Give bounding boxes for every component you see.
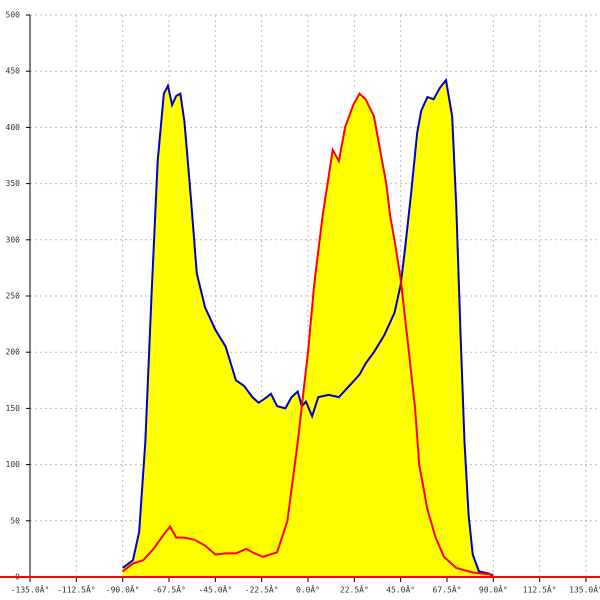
x-tick-label: -22.5Â° [245, 584, 279, 595]
x-tick-label: -90.0Â° [106, 584, 140, 595]
y-tick-label: 150 [6, 404, 21, 413]
line [122, 77, 494, 578]
x-tick-label: 67.5Â° [433, 584, 462, 595]
x-tick-label: 135.0Â° [569, 584, 600, 595]
y-tick-label: 400 [6, 123, 21, 132]
x-tick-label: -45.0Â° [198, 584, 232, 595]
x-tick-label: 90.0Â° [479, 584, 508, 595]
x-tick-label: -67.5Â° [152, 584, 186, 595]
x-tick-label: 22.5Â° [340, 584, 369, 595]
area [122, 93, 494, 578]
y-tick-label: 100 [6, 460, 21, 469]
y-tick-label: 450 [6, 67, 21, 76]
y-tick-label: 200 [6, 348, 21, 357]
x-tick-label: -112.5Â° [57, 584, 96, 595]
y-tick-label: 50 [10, 516, 20, 525]
y-tick-label: 500 [6, 11, 21, 20]
y-tick-label: 300 [6, 235, 21, 244]
y-tick-label: 250 [6, 292, 21, 301]
x-tick-label: -135.0Â° [11, 584, 50, 595]
line [122, 92, 494, 576]
y-tick-label: 350 [6, 179, 21, 188]
x-tick-label: 45.0Â° [386, 584, 415, 595]
x-tick-label: 112.5Â° [523, 584, 557, 595]
x-tick-label: 0.0Â° [296, 584, 320, 595]
